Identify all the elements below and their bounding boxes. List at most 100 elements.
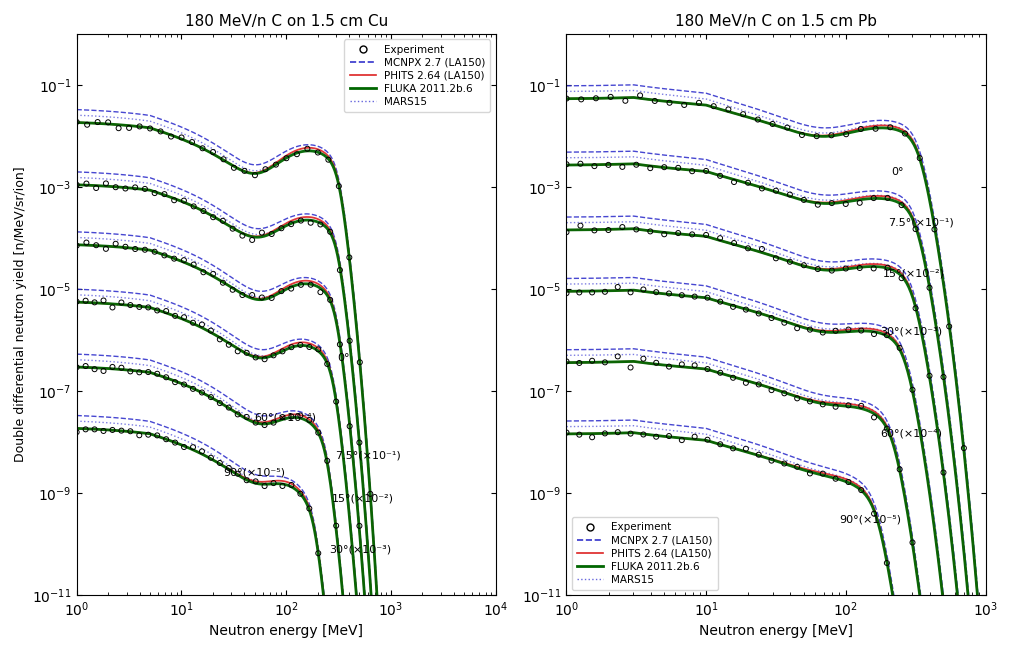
Point [229, 469, 246, 479]
Point [896, 128, 912, 139]
Point [920, 282, 936, 293]
Point [167, 377, 183, 387]
Point [750, 308, 766, 319]
Point [789, 462, 805, 472]
Point [852, 325, 868, 336]
Point [104, 424, 120, 435]
Point [801, 468, 817, 479]
Point [274, 412, 290, 422]
Point [292, 340, 308, 350]
Point [795, 260, 811, 271]
Point [140, 303, 156, 313]
Point [158, 372, 174, 383]
Text: 90°(×10⁻⁵): 90°(×10⁻⁵) [222, 468, 285, 478]
Point [558, 227, 574, 237]
Point [184, 137, 200, 147]
Point [879, 263, 895, 273]
Point [147, 188, 163, 198]
Point [642, 226, 658, 237]
Point [362, 488, 378, 499]
Point [309, 548, 326, 559]
Point [274, 481, 290, 491]
Point [762, 385, 778, 395]
Point [823, 265, 839, 276]
Point [278, 153, 294, 164]
Point [673, 435, 690, 445]
Point [318, 456, 335, 466]
Point [107, 239, 123, 249]
Text: 7.5°(×10⁻¹): 7.5°(×10⁻¹) [887, 218, 952, 228]
Point [907, 224, 923, 234]
Point [229, 346, 246, 357]
Point [86, 364, 102, 374]
Point [225, 162, 242, 173]
Point [617, 96, 633, 106]
Point [614, 222, 630, 232]
Point [622, 363, 638, 373]
Point [801, 325, 817, 335]
Point [292, 488, 308, 499]
Point [214, 216, 231, 226]
Point [808, 131, 824, 141]
Point [655, 229, 671, 239]
Point [675, 100, 692, 110]
Point [814, 327, 830, 338]
Point [851, 198, 867, 208]
Point [273, 223, 289, 233]
Point [239, 348, 255, 358]
Text: 90°(×10⁻⁵): 90°(×10⁻⁵) [839, 515, 901, 525]
Point [89, 117, 105, 127]
Point [69, 241, 85, 251]
Point [211, 334, 227, 344]
Point [309, 147, 326, 158]
Legend: Experiment, MCNPX 2.7 (LA150), PHITS 2.64 (LA150), FLUKA 2011.2b.6, MARS15: Experiment, MCNPX 2.7 (LA150), PHITS 2.6… [571, 517, 717, 590]
Text: 0°: 0° [890, 167, 903, 177]
Point [69, 117, 85, 127]
Point [801, 396, 817, 407]
Point [660, 361, 676, 372]
Point [78, 179, 94, 189]
Point [934, 372, 950, 382]
Point [127, 244, 144, 254]
Point [78, 295, 94, 306]
Point [878, 423, 894, 434]
Point [98, 244, 114, 254]
Point [954, 443, 971, 453]
Point [782, 189, 798, 200]
Point [585, 161, 602, 171]
Point [122, 366, 139, 377]
Point [737, 443, 753, 454]
Point [767, 253, 784, 263]
Point [176, 379, 192, 390]
Point [691, 98, 707, 108]
Point [596, 428, 613, 439]
Point [572, 158, 588, 169]
Point [635, 429, 651, 439]
Point [839, 477, 855, 487]
Point [185, 201, 201, 212]
Point [257, 164, 273, 175]
Point [720, 104, 736, 115]
Point [256, 481, 272, 491]
Point [570, 430, 586, 440]
Point [78, 424, 94, 435]
Point [117, 241, 133, 252]
Point [273, 286, 289, 296]
Point [839, 400, 855, 411]
Point [827, 473, 843, 484]
Point [176, 442, 192, 452]
Point [265, 478, 281, 488]
Point [163, 131, 179, 141]
Point [583, 355, 600, 366]
Point [321, 226, 338, 237]
Point [698, 230, 714, 240]
Point [753, 244, 769, 254]
Text: 7.5°(×10⁻¹): 7.5°(×10⁻¹) [335, 451, 400, 460]
Point [247, 170, 263, 181]
Point [558, 159, 574, 170]
Point [583, 287, 600, 297]
Point [775, 388, 792, 398]
Point [767, 185, 784, 196]
Point [248, 352, 264, 363]
Point [724, 302, 740, 312]
